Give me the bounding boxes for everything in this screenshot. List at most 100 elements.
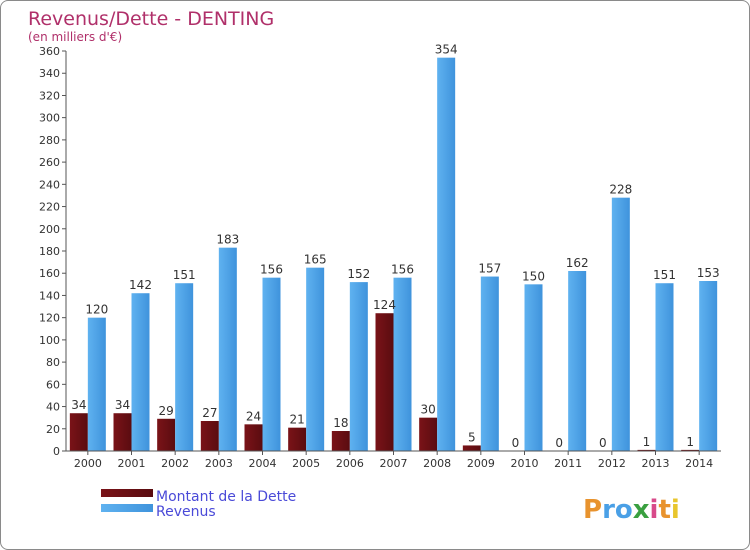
- bar-dette: [331, 431, 350, 451]
- data-label-revenus: 156: [260, 263, 283, 277]
- logo-text: Proxiti: [583, 495, 680, 525]
- data-label-revenus: 142: [129, 278, 152, 292]
- y-tick-label: 200: [39, 223, 60, 236]
- data-label-dette: 124: [373, 298, 396, 312]
- bars-group: [69, 57, 718, 452]
- bar-revenus: [262, 277, 281, 451]
- y-tick-label: 220: [39, 201, 60, 214]
- data-label-revenus: 162: [566, 256, 589, 270]
- x-tick-label: 2004: [249, 457, 277, 470]
- y-tick-label: 140: [39, 289, 60, 302]
- bar-revenus: [218, 247, 237, 451]
- bar-revenus: [175, 283, 194, 451]
- bar-revenus: [480, 276, 499, 451]
- data-label-dette: 34: [115, 398, 130, 412]
- bar-dette: [375, 313, 394, 451]
- y-tick-label: 320: [39, 89, 60, 102]
- y-tick-label: 20: [46, 423, 60, 436]
- x-tick-label: 2002: [161, 457, 189, 470]
- y-tick-label: 300: [39, 112, 60, 125]
- y-tick-label: 180: [39, 245, 60, 258]
- bar-revenus: [568, 271, 587, 451]
- data-label-revenus: 228: [609, 183, 632, 197]
- y-tick-label: 340: [39, 67, 60, 80]
- bar-revenus: [349, 282, 368, 451]
- data-label-dette: 1: [643, 435, 651, 449]
- data-label-revenus: 120: [85, 303, 108, 317]
- y-axis: 0 20 40 60 80 100 120 140 160 180 200 220 240 260 280 3…: [39, 45, 67, 458]
- data-label-revenus: 152: [347, 267, 370, 281]
- legend-swatch-dette: [101, 489, 153, 497]
- data-label-revenus: 156: [391, 263, 414, 277]
- bar-revenus: [306, 267, 325, 451]
- bar-dette: [244, 424, 263, 451]
- data-label-dette: 5: [468, 430, 476, 444]
- bar-revenus: [87, 317, 106, 451]
- x-tick-label: 2012: [598, 457, 626, 470]
- x-tick-label: 2011: [554, 457, 582, 470]
- x-tick-label: 2010: [511, 457, 539, 470]
- data-labels-group: 3412034142291512718324156211651815212415…: [71, 43, 719, 450]
- y-tick-label: 240: [39, 178, 60, 191]
- data-label-dette: 27: [202, 406, 217, 420]
- y-tick-label: 40: [46, 401, 60, 414]
- data-label-revenus: 151: [653, 268, 676, 282]
- x-tick-label: 2000: [74, 457, 102, 470]
- x-tick-label: 2006: [336, 457, 364, 470]
- legend-label-revenus: Revenus: [156, 504, 216, 520]
- data-label-dette: 34: [71, 398, 86, 412]
- bar-dette: [113, 413, 132, 451]
- chart-title: Revenus/Dette - DENTING: [28, 8, 274, 30]
- bar-revenus: [611, 197, 630, 451]
- bar-revenus: [699, 281, 718, 451]
- data-label-revenus: 183: [216, 233, 239, 247]
- x-tick-label: 2003: [205, 457, 233, 470]
- legend: Montant de la Dette Revenus: [101, 489, 296, 520]
- y-tick-label: 280: [39, 134, 60, 147]
- x-tick-label: 2007: [380, 457, 408, 470]
- data-label-dette: 0: [555, 436, 563, 450]
- bar-revenus: [655, 283, 674, 451]
- x-tick-label: 2008: [423, 457, 451, 470]
- data-label-dette: 30: [421, 403, 436, 417]
- y-tick-label: 100: [39, 334, 60, 347]
- chart-subtitle: (en milliers d'€): [28, 30, 122, 44]
- data-label-revenus: 165: [304, 253, 327, 267]
- data-label-revenus: 354: [435, 43, 458, 57]
- y-tick-label: 80: [46, 356, 60, 369]
- data-label-dette: 24: [246, 409, 261, 423]
- bar-dette: [462, 445, 481, 451]
- y-tick-label: 160: [39, 267, 60, 280]
- y-tick-label: 0: [53, 445, 60, 458]
- bar-revenus: [437, 57, 456, 452]
- proxiti-logo: Proxiti: [583, 495, 680, 525]
- x-tick-label: 2005: [292, 457, 320, 470]
- data-label-dette: 29: [159, 404, 174, 418]
- data-label-dette: 18: [333, 416, 348, 430]
- x-tick-label: 2001: [118, 457, 146, 470]
- bar-revenus: [131, 293, 150, 451]
- data-label-revenus: 151: [173, 268, 196, 282]
- bar-dette: [681, 449, 700, 451]
- bar-dette: [69, 413, 88, 451]
- x-axis: 2000 2001 2002 2003 2004 2005 2006 2007 2008 2009…: [66, 450, 721, 470]
- bar-dette: [200, 421, 219, 451]
- y-tick-label: 260: [39, 156, 60, 169]
- data-label-dette: 21: [290, 413, 305, 427]
- data-label-dette: 0: [599, 436, 607, 450]
- y-tick-label: 60: [46, 378, 60, 391]
- legend-swatch-revenus: [101, 504, 153, 512]
- data-label-revenus: 150: [522, 269, 545, 283]
- bar-revenus: [524, 284, 543, 451]
- data-label-dette: 0: [512, 436, 520, 450]
- x-tick-label: 2013: [642, 457, 670, 470]
- data-label-revenus: 153: [697, 266, 720, 280]
- y-tick-label: 360: [39, 45, 60, 58]
- bar-dette: [288, 427, 307, 451]
- bar-dette: [419, 417, 438, 451]
- data-label-dette: 1: [686, 435, 694, 449]
- x-tick-label: 2014: [685, 457, 713, 470]
- data-label-revenus: 157: [478, 262, 501, 276]
